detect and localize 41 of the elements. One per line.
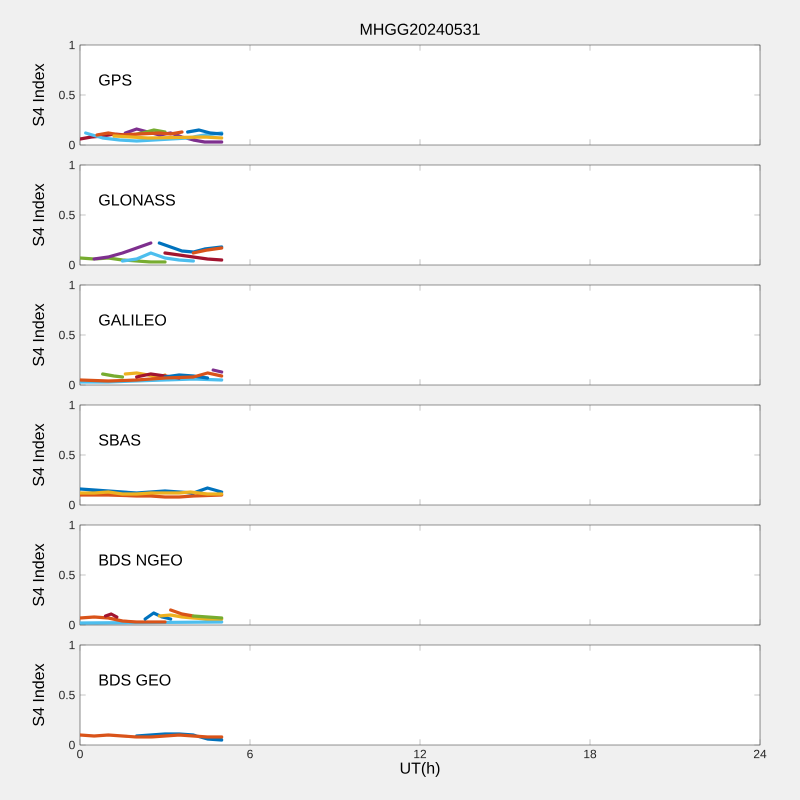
y-tick-label: 1 (70, 280, 75, 290)
y-tick-label: 1 (70, 400, 75, 410)
annotation: SBAS (99, 434, 140, 446)
y-tick-label: 0 (69, 260, 75, 270)
y-tick-label: 0.5 (59, 690, 75, 700)
line-series (80, 371, 224, 383)
chart-title: MHGG20240531 (360, 24, 480, 35)
line-series (120, 251, 195, 263)
y-tick-label: 0 (69, 620, 75, 630)
x-tick-label: 18 (584, 750, 596, 758)
x-tick-label: 24 (754, 750, 766, 758)
y-tick-label: 1 (70, 160, 75, 170)
y-tick-label: 0 (69, 740, 75, 750)
x-tick-label: 0 (77, 750, 83, 758)
line-series (163, 251, 224, 262)
y-axis-title: S4 Index (32, 664, 44, 726)
annotation: GLONASS (99, 194, 175, 206)
y-tick-label: 0 (69, 380, 75, 390)
y-axis-title: S4 Index (32, 544, 44, 606)
y-axis-title: S4 Index (32, 64, 44, 126)
y-tick-label: 0 (69, 140, 75, 150)
y-tick-label: 1 (70, 40, 75, 50)
y-tick-label: 1 (70, 520, 75, 530)
x-axis-title: UT(h) (400, 762, 440, 777)
annotation: GALILEO (99, 314, 166, 326)
y-tick-label: 0 (69, 500, 75, 510)
y-axis-title: S4 Index (32, 304, 44, 366)
annotation: GPS (99, 74, 132, 86)
x-tick-label: 6 (247, 750, 253, 758)
annotation: BDS NGEO (100, 554, 182, 566)
y-tick-label: 0.5 (59, 570, 75, 580)
x-tick-label: 12 (414, 750, 426, 758)
y-axis-title: S4 Index (32, 184, 44, 246)
y-tick-label: 1 (70, 640, 75, 650)
line-series (92, 241, 152, 261)
y-tick-label: 0.5 (59, 330, 75, 340)
y-axis-title: S4 Index (32, 424, 44, 486)
y-tick-label: 0.5 (59, 450, 75, 460)
annotation: BDS GEO (100, 674, 170, 686)
y-tick-label: 0.5 (59, 210, 75, 220)
y-tick-label: 0.5 (59, 90, 75, 100)
